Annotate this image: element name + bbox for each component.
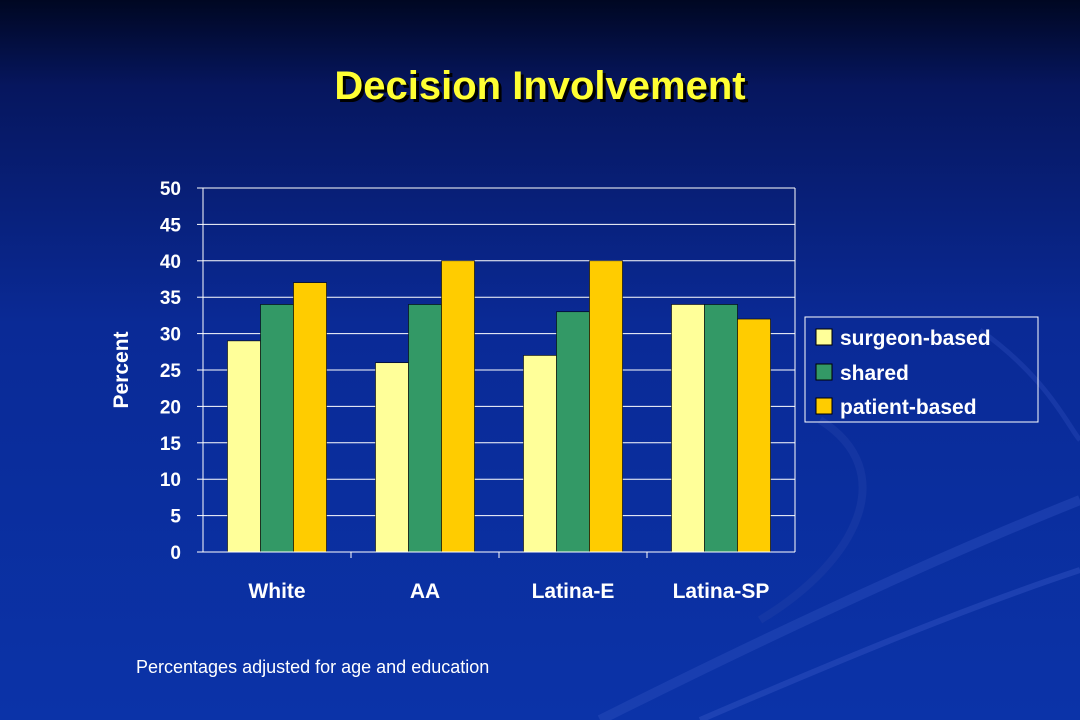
y-tick-label: 25 [160,361,182,382]
x-category-label: Latina-SP [673,580,770,603]
bar-surgeon-based-latina-sp [671,304,705,553]
bar-patient-based-latina-e [589,260,623,553]
y-axis-label: Percent [110,331,133,408]
x-category-label: AA [410,580,440,603]
y-tick-label: 15 [160,434,182,455]
y-tick-label: 0 [170,543,181,564]
slide-title: Decision Involvement [334,64,746,108]
bar-surgeon-based-aa [375,362,409,553]
bar-shared-aa [408,304,442,553]
x-category-label: White [248,580,305,603]
bar-patient-based-aa [441,260,475,553]
bar-shared-latina-sp [704,304,738,553]
legend-label-surgeon-based: surgeon-based [840,327,991,350]
y-tick-label: 45 [160,215,182,236]
legend-swatch-surgeon-based [815,328,833,346]
y-tick-label: 50 [160,179,181,200]
y-tick-label: 10 [160,470,181,491]
bar-shared-white [260,304,294,553]
y-tick-label: 5 [170,507,181,528]
bars [227,260,771,553]
y-tick-label: 30 [160,325,181,346]
bar-shared-latina-e [556,311,590,553]
x-category-label: Latina-E [532,580,615,603]
bar-patient-based-latina-sp [737,318,771,553]
legend-swatch-patient-based [815,397,833,415]
legend-label-shared: shared [840,362,909,385]
y-tick-label: 35 [160,288,182,309]
legend: surgeon-based shared patient-based [804,316,1039,423]
bar-surgeon-based-latina-e [523,355,557,553]
axes: 0 5 10 15 20 25 30 35 40 45 50 White AA Latina-E Latin… [160,179,796,603]
y-tick-label: 20 [160,397,181,418]
legend-label-patient-based: patient-based [840,396,977,419]
y-tick-label: 40 [160,252,181,273]
legend-frame [804,316,1039,423]
legend-swatch-shared [815,363,833,381]
bar-surgeon-based-white [227,340,261,553]
footnote: Percentages adjusted for age and educati… [136,657,490,677]
bar-patient-based-white [293,282,327,553]
